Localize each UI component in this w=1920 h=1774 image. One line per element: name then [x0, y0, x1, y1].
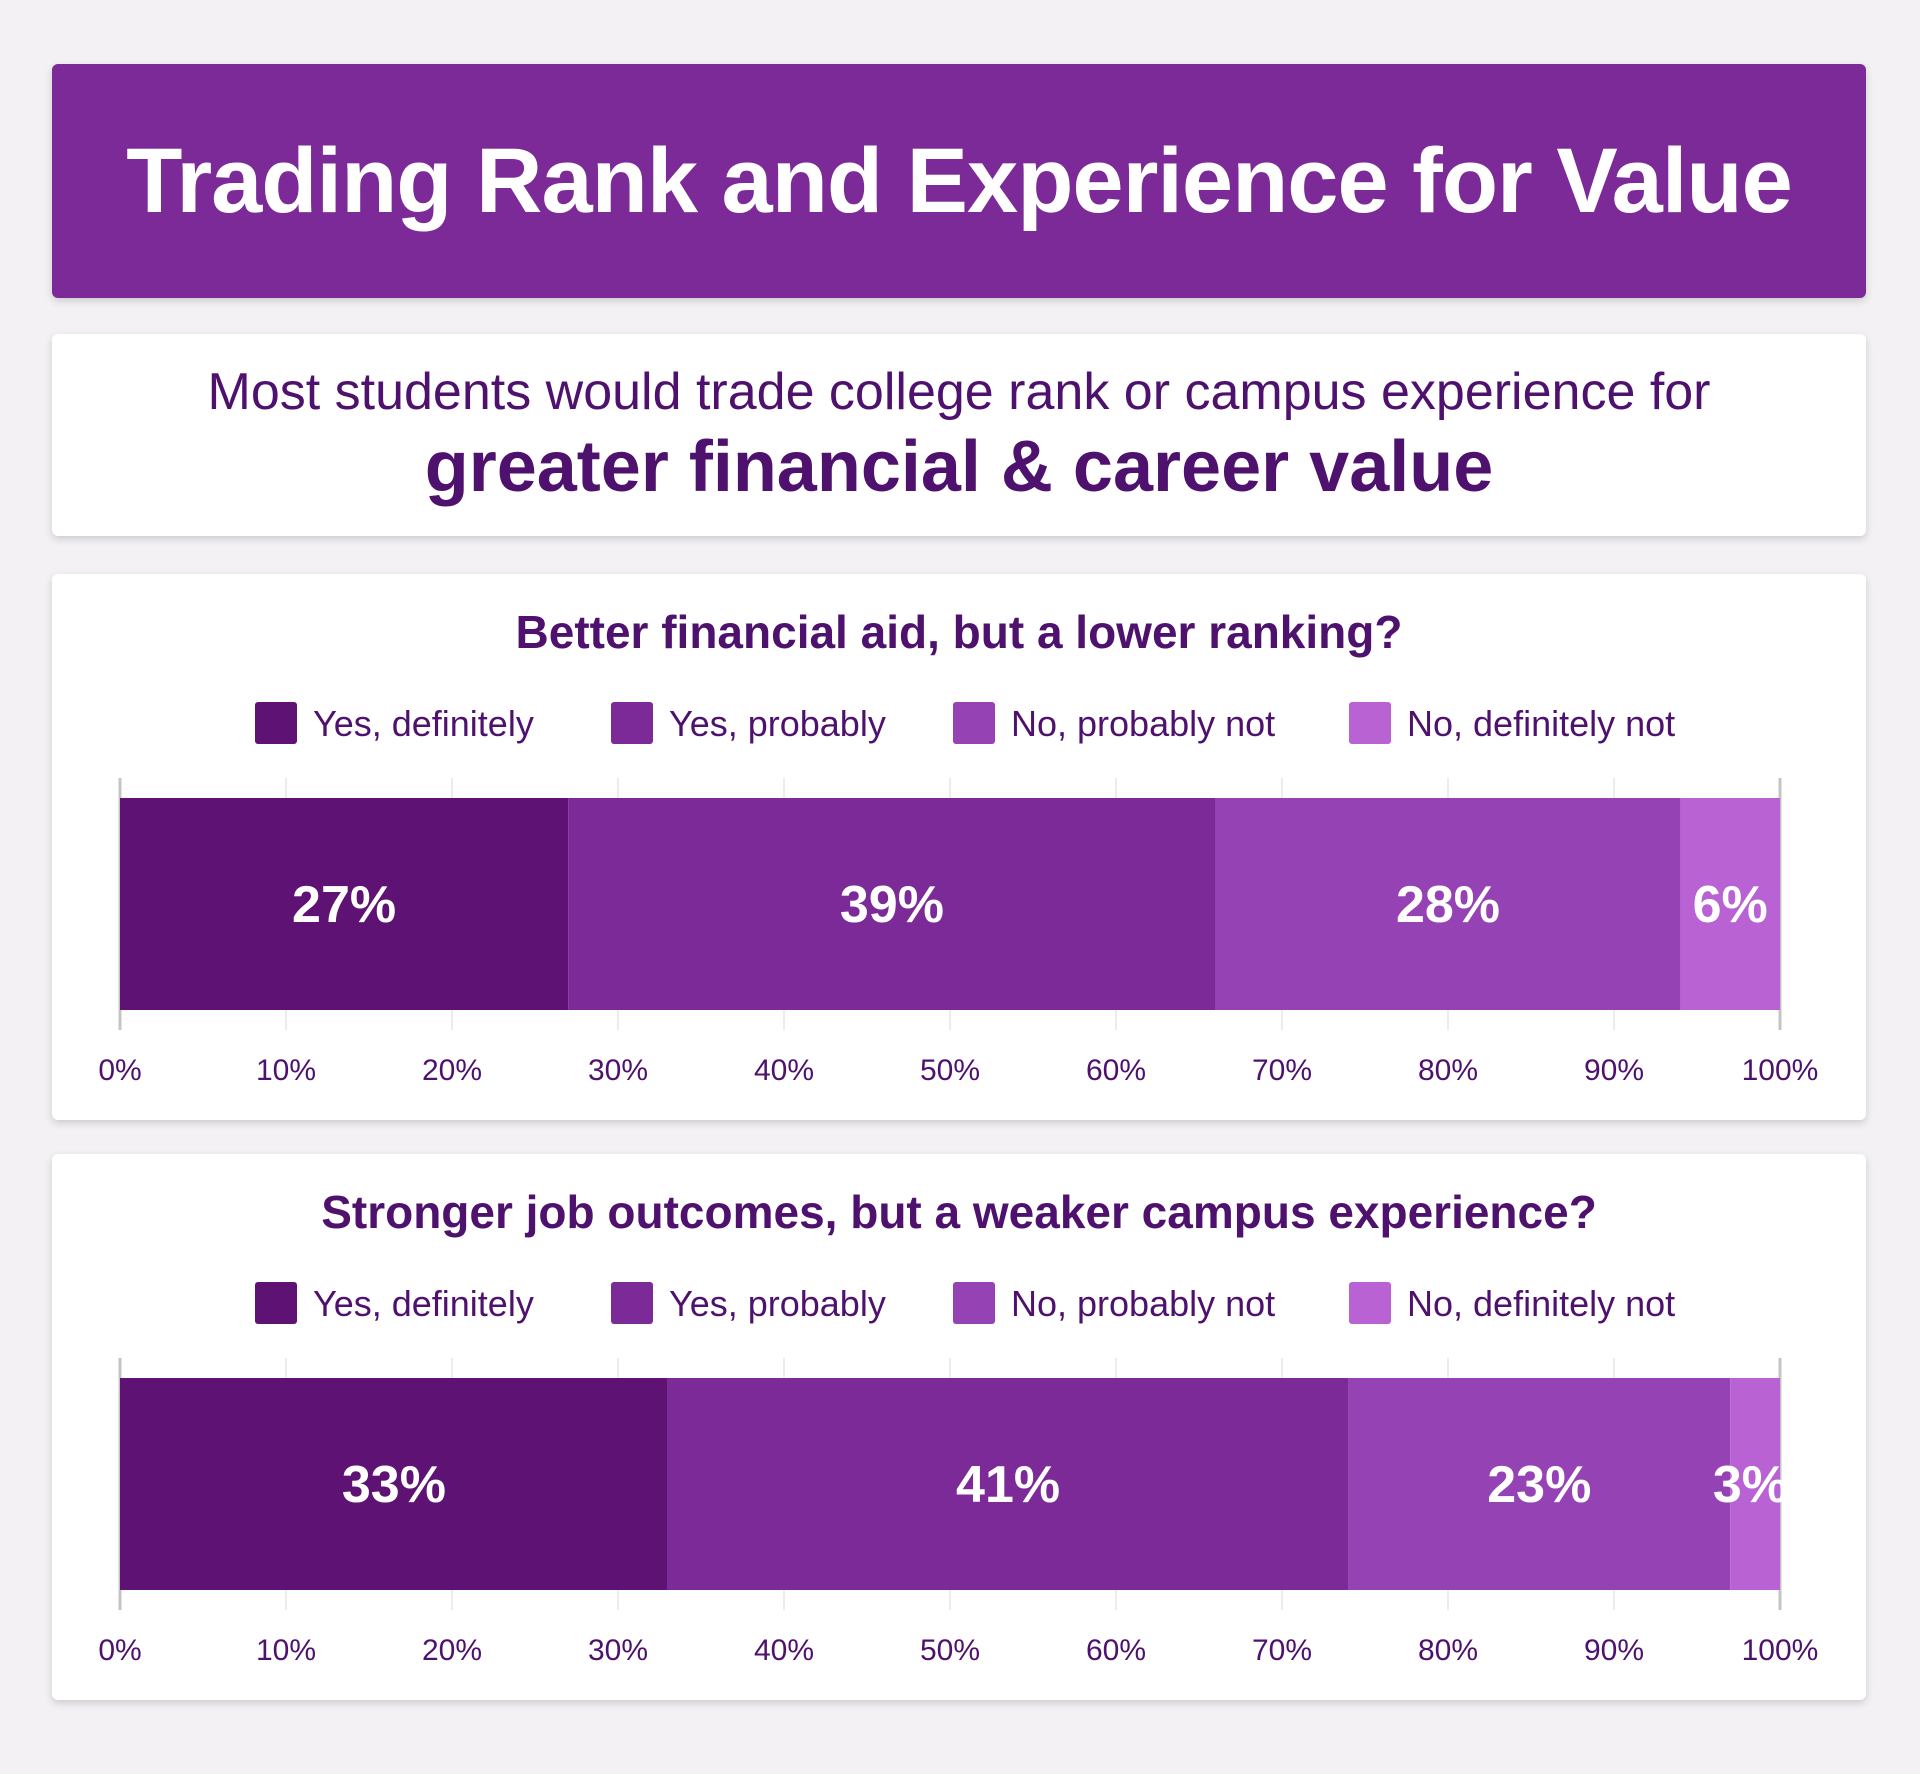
tick-label: 10% — [256, 1634, 316, 1667]
tick-label: 20% — [422, 1634, 482, 1667]
title-banner: Trading Rank and Experience for Value — [52, 64, 1866, 298]
tick-label: 40% — [754, 1054, 814, 1087]
tick-label: 30% — [588, 1054, 648, 1087]
bar-segment — [120, 1378, 668, 1590]
tick-label: 100% — [1742, 1634, 1819, 1667]
data-label: 28% — [1396, 876, 1500, 934]
subtitle-card: Most students would trade college rank o… — [52, 334, 1866, 536]
tick-label: 70% — [1252, 1634, 1312, 1667]
tick-label: 40% — [754, 1634, 814, 1667]
data-label: 6% — [1693, 876, 1768, 934]
subtitle-line-2: greater financial & career value — [424, 427, 1494, 507]
tick-label: 100% — [1742, 1054, 1819, 1087]
tick-label: 90% — [1584, 1054, 1644, 1087]
legend-swatch — [255, 702, 297, 744]
legend-swatch — [953, 702, 995, 744]
data-label: 27% — [292, 876, 396, 934]
legend-swatch — [1349, 702, 1391, 744]
chart-card-job-outcomes: Stronger job outcomes, but a weaker camp… — [52, 1154, 1866, 1700]
chart-job-outcomes: Stronger job outcomes, but a weaker camp… — [98, 1186, 1819, 1667]
bar-segment — [1730, 1378, 1780, 1590]
chart-card-financial-aid: Better financial aid, but a lower rankin… — [52, 574, 1866, 1120]
page-title: Trading Rank and Experience for Value — [126, 129, 1793, 232]
data-label: 33% — [342, 1456, 446, 1514]
bar-segment — [1215, 798, 1681, 1010]
bar-segment — [1348, 1378, 1731, 1590]
data-label: 41% — [956, 1456, 1060, 1514]
data-label: 23% — [1487, 1456, 1591, 1514]
tick-label: 60% — [1086, 1634, 1146, 1667]
bar-segment — [667, 1378, 1349, 1590]
legend-swatch — [611, 1282, 653, 1324]
tick-label: 0% — [98, 1054, 141, 1087]
tick-label: 50% — [920, 1634, 980, 1667]
chart-financial-aid: Better financial aid, but a lower rankin… — [98, 606, 1819, 1087]
legend-label: Yes, definitely — [313, 1283, 534, 1324]
bar-segment — [120, 798, 569, 1010]
legend-label: Yes, probably — [669, 703, 886, 744]
subtitle-line-1: Most students would trade college rank o… — [207, 363, 1711, 421]
chart-title: Stronger job outcomes, but a weaker camp… — [321, 1186, 1597, 1238]
legend-label: No, definitely not — [1407, 1283, 1675, 1324]
tick-label: 20% — [422, 1054, 482, 1087]
legend-swatch — [611, 702, 653, 744]
tick-label: 70% — [1252, 1054, 1312, 1087]
tick-label: 80% — [1418, 1634, 1478, 1667]
data-label: 3% — [1713, 1456, 1788, 1514]
legend-swatch — [255, 1282, 297, 1324]
legend-swatch — [1349, 1282, 1391, 1324]
legend-label: Yes, probably — [669, 1283, 886, 1324]
chart-title: Better financial aid, but a lower rankin… — [516, 606, 1403, 658]
legend-label: No, probably not — [1011, 703, 1275, 744]
tick-label: 60% — [1086, 1054, 1146, 1087]
legend-label: No, definitely not — [1407, 703, 1675, 744]
bar-segment — [1680, 798, 1780, 1010]
bar-segment — [568, 798, 1216, 1010]
tick-label: 0% — [98, 1634, 141, 1667]
tick-label: 30% — [588, 1634, 648, 1667]
legend-label: No, probably not — [1011, 1283, 1275, 1324]
legend-swatch — [953, 1282, 995, 1324]
tick-label: 90% — [1584, 1634, 1644, 1667]
tick-label: 80% — [1418, 1054, 1478, 1087]
legend-label: Yes, definitely — [313, 703, 534, 744]
tick-label: 50% — [920, 1054, 980, 1087]
data-label: 39% — [840, 876, 944, 934]
tick-label: 10% — [256, 1054, 316, 1087]
